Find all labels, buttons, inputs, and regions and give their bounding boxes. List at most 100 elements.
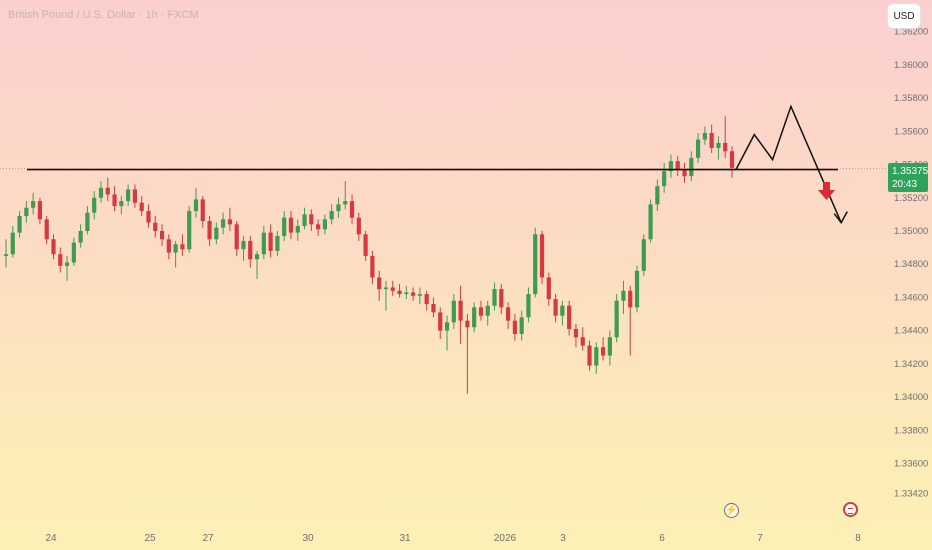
candle-body bbox=[119, 201, 124, 207]
candle-body bbox=[668, 161, 674, 172]
candle-body bbox=[533, 234, 538, 295]
y-tick-label: 1.34800 bbox=[894, 259, 928, 270]
candle-body bbox=[44, 219, 49, 240]
candle-body bbox=[254, 254, 260, 260]
x-tick-label: 27 bbox=[202, 533, 214, 544]
candle-body bbox=[343, 201, 348, 205]
y-tick-label: 1.36000 bbox=[894, 60, 928, 71]
candle-body bbox=[356, 217, 361, 235]
candle-body bbox=[234, 224, 239, 250]
x-tick-label: 6 bbox=[659, 533, 665, 544]
candle-body bbox=[329, 211, 334, 220]
x-tick-label: 2026 bbox=[494, 533, 517, 544]
candle-body bbox=[64, 262, 70, 266]
candle-body bbox=[519, 317, 524, 334]
candle-body bbox=[729, 151, 735, 168]
x-tick-label: 31 bbox=[399, 533, 411, 544]
candle-body bbox=[153, 222, 158, 231]
candle-body bbox=[71, 242, 76, 263]
candle-body bbox=[390, 287, 395, 291]
candle-body bbox=[580, 337, 585, 346]
current-price-tag: 1.35375 20:43 bbox=[888, 163, 928, 192]
candle-body bbox=[662, 171, 667, 187]
candle-body bbox=[377, 277, 382, 290]
y-tick-label: 1.35800 bbox=[894, 93, 928, 104]
candle-body bbox=[383, 287, 389, 290]
y-tick-label: 1.33420 bbox=[894, 488, 928, 499]
candle-body bbox=[675, 161, 680, 170]
candle-body bbox=[214, 227, 219, 240]
candle-body bbox=[567, 305, 572, 329]
y-tick-label: 1.35600 bbox=[894, 126, 928, 137]
candle-body bbox=[58, 254, 63, 266]
candle-body bbox=[404, 292, 409, 295]
candle-body bbox=[17, 216, 22, 233]
candle-body bbox=[702, 132, 707, 140]
candle-body bbox=[431, 304, 436, 313]
candle-body bbox=[526, 294, 531, 318]
candle-body bbox=[539, 234, 545, 278]
bar-countdown: 20:43 bbox=[892, 179, 918, 190]
y-tick-label: 1.34400 bbox=[894, 326, 928, 337]
candle-body bbox=[37, 201, 43, 220]
lightning-icon[interactable]: ⚡ bbox=[724, 503, 739, 518]
candle-body bbox=[146, 211, 151, 223]
candle-body bbox=[92, 197, 97, 213]
candle-body bbox=[227, 219, 233, 225]
y-tick-label: 1.34000 bbox=[894, 392, 928, 403]
candle-body bbox=[302, 214, 307, 226]
currency-button[interactable]: USD bbox=[888, 4, 920, 28]
candle-body bbox=[241, 240, 246, 250]
candle-body bbox=[546, 277, 551, 300]
candle-body bbox=[248, 240, 253, 260]
candle-body bbox=[126, 189, 131, 202]
candle-body bbox=[3, 254, 9, 256]
candle-body bbox=[410, 292, 416, 296]
y-tick-label: 1.33800 bbox=[894, 425, 928, 436]
candle-body bbox=[336, 204, 341, 212]
candle-body bbox=[689, 157, 694, 177]
candle-body bbox=[472, 307, 477, 328]
candle-body bbox=[682, 169, 687, 177]
candle-body bbox=[275, 235, 280, 251]
candle-body bbox=[193, 199, 199, 212]
x-tick-label: 3 bbox=[560, 533, 566, 544]
candle-body bbox=[505, 307, 511, 321]
candle-body bbox=[132, 189, 138, 203]
candle-body bbox=[594, 347, 599, 366]
candle-body bbox=[187, 211, 192, 250]
candle-body bbox=[309, 214, 314, 225]
candle-body bbox=[587, 345, 592, 366]
candle-body bbox=[465, 320, 470, 328]
x-tick-label: 8 bbox=[855, 533, 861, 544]
y-tick-label: 1.35200 bbox=[894, 193, 928, 204]
x-tick-label: 7 bbox=[757, 533, 763, 544]
candle-body bbox=[438, 312, 443, 331]
candle-body bbox=[628, 290, 633, 308]
candle-body bbox=[723, 142, 728, 152]
candle-body bbox=[634, 270, 640, 308]
candle-body bbox=[478, 307, 484, 316]
candle-body bbox=[458, 300, 463, 321]
candle-body bbox=[112, 194, 117, 207]
candle-body bbox=[282, 217, 287, 236]
candle-body bbox=[31, 201, 36, 208]
candle-body bbox=[173, 244, 178, 253]
candle-body bbox=[316, 224, 321, 230]
y-tick-label: 1.34600 bbox=[894, 292, 928, 303]
candle-body bbox=[363, 234, 368, 256]
us-flag-icon[interactable] bbox=[843, 502, 858, 517]
candle-body bbox=[709, 132, 714, 148]
candle-body bbox=[349, 201, 355, 218]
candle-body bbox=[397, 290, 402, 295]
y-tick-label: 1.33600 bbox=[894, 458, 928, 469]
candle-body bbox=[159, 230, 165, 240]
candle-body bbox=[288, 217, 294, 233]
candle-body bbox=[166, 239, 171, 253]
candle-body bbox=[180, 244, 185, 250]
candle-body bbox=[600, 347, 606, 356]
x-tick-label: 24 bbox=[45, 533, 57, 544]
x-tick-label: 30 bbox=[302, 533, 314, 544]
